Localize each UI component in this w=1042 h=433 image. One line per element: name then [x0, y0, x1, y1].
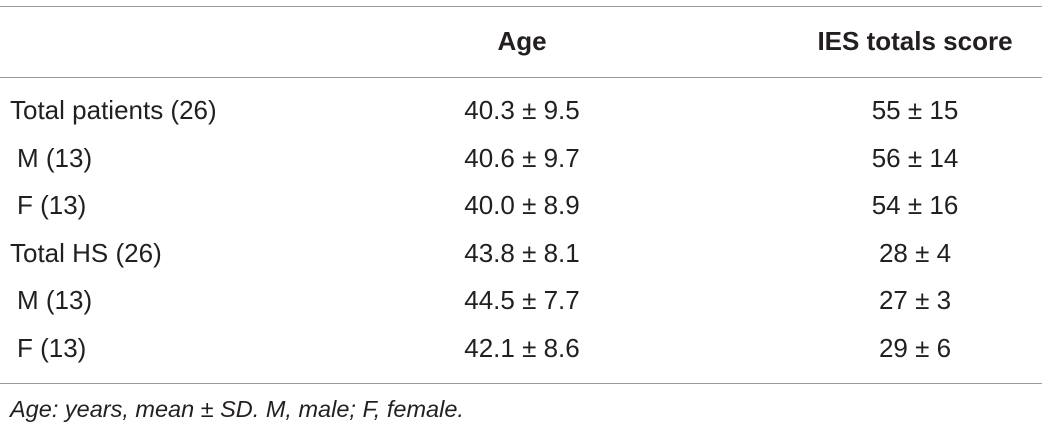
table-row: Total HS (26) 43.8 ± 8.1 28 ± 4	[0, 230, 1042, 278]
age-value: 40.0 ± 8.9	[464, 190, 580, 220]
table-row: F (13) 42.1 ± 8.6 29 ± 6	[0, 325, 1042, 373]
row-label: F (13)	[17, 332, 87, 363]
row-label: Total patients (26)	[10, 95, 217, 125]
ies-value: 54 ± 16	[871, 190, 959, 220]
table-header-rule	[0, 77, 1042, 78]
row-label: Total HS (26)	[10, 237, 162, 268]
age-value: 44.5 ± 7.7	[464, 285, 580, 315]
ies-value: 27 ± 3	[878, 285, 952, 315]
table-row: M (13) 44.5 ± 7.7 27 ± 3	[0, 277, 1042, 325]
table-footnote: Age: years, mean ± SD. M, male; F, femal…	[10, 396, 464, 422]
table-row: Total patients (26) 40.3 ± 9.5 55 ± 15	[0, 87, 1042, 135]
age-value: 40.3 ± 9.5	[464, 95, 580, 125]
ies-value: 55 ± 15	[871, 95, 959, 125]
age-value: 43.8 ± 8.1	[464, 237, 580, 268]
column-header-age: Age	[497, 26, 547, 56]
ies-value: 29 ± 6	[878, 332, 952, 363]
table-header-row: Age IES totals score	[0, 6, 1042, 77]
ies-value: 28 ± 4	[878, 237, 952, 268]
age-value: 40.6 ± 9.7	[464, 142, 580, 173]
table-body: Total patients (26) 40.3 ± 9.5 55 ± 15 M…	[0, 87, 1042, 372]
age-value: 42.1 ± 8.6	[464, 332, 580, 363]
row-label: M (13)	[17, 285, 93, 315]
row-label: F (13)	[17, 190, 87, 220]
column-header-ies-total-score: IES totals score	[817, 26, 1013, 56]
table-bottom-rule	[0, 383, 1042, 384]
row-label: M (13)	[17, 142, 93, 173]
table-top-rule	[0, 6, 1042, 7]
table-row: F (13) 40.0 ± 8.9 54 ± 16	[0, 182, 1042, 230]
table-row: M (13) 40.6 ± 9.7 56 ± 14	[0, 135, 1042, 183]
ies-value: 56 ± 14	[871, 142, 959, 173]
